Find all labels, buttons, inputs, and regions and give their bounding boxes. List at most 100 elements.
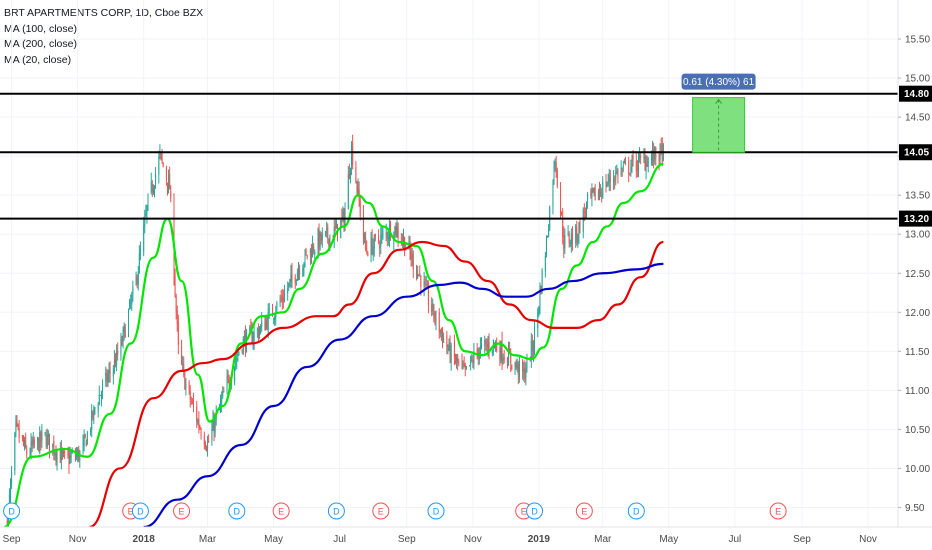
candle xyxy=(93,405,95,425)
candle xyxy=(131,291,133,312)
dividend-badge xyxy=(131,502,149,520)
candle xyxy=(17,423,19,431)
candle xyxy=(409,236,411,261)
price-tick-label: 13.00 xyxy=(905,230,930,241)
candle xyxy=(545,235,547,258)
candle xyxy=(106,368,108,388)
candle xyxy=(274,313,276,326)
time-tick-label: Nov xyxy=(859,534,877,545)
candle xyxy=(90,427,92,436)
candle xyxy=(122,326,124,349)
candle xyxy=(175,293,177,320)
candle xyxy=(582,207,584,239)
candle xyxy=(279,294,281,307)
candle xyxy=(351,141,353,176)
legend-ma100[interactable]: MA (100, close) xyxy=(4,22,77,35)
candle xyxy=(404,236,406,257)
candle xyxy=(16,415,18,427)
candle xyxy=(412,250,414,279)
candle xyxy=(79,449,81,468)
measure-arrow-head xyxy=(715,98,722,104)
price-tick-label: 12.50 xyxy=(905,269,930,280)
candle xyxy=(176,305,178,332)
candle xyxy=(655,146,657,166)
candle xyxy=(45,429,47,449)
candle xyxy=(294,274,296,290)
candle xyxy=(91,404,93,438)
candle xyxy=(443,332,445,343)
candle xyxy=(139,241,141,261)
candle xyxy=(310,244,312,264)
candle xyxy=(314,249,316,260)
candle xyxy=(636,160,638,178)
candle xyxy=(146,204,148,224)
candle xyxy=(305,247,307,256)
legend-ma200[interactable]: MA (200, close) xyxy=(4,38,77,50)
candle xyxy=(280,290,282,303)
dividend-badge xyxy=(627,502,645,520)
candle xyxy=(108,362,110,383)
candle xyxy=(639,147,641,163)
candle xyxy=(544,252,546,278)
price-tick-label: 15.50 xyxy=(905,35,930,46)
candle xyxy=(335,218,337,229)
candle xyxy=(295,278,297,286)
candle xyxy=(97,402,99,418)
candle xyxy=(593,187,595,197)
candle xyxy=(252,331,254,350)
dividend-badge xyxy=(427,502,445,520)
candle xyxy=(367,251,369,257)
legend-ma20[interactable]: MA (20, close) xyxy=(4,53,72,66)
candle xyxy=(38,437,40,452)
candle xyxy=(56,450,58,471)
candle xyxy=(109,361,111,383)
candle xyxy=(203,431,205,450)
candle xyxy=(560,182,562,220)
candle xyxy=(68,446,70,474)
price-tick-label: 11.00 xyxy=(905,386,930,397)
candle xyxy=(355,161,357,184)
candle xyxy=(116,344,118,372)
candle xyxy=(461,353,463,370)
candle xyxy=(52,443,54,456)
candle xyxy=(117,342,119,361)
candle xyxy=(275,305,277,326)
candle xyxy=(516,358,518,373)
candle xyxy=(70,450,72,464)
candle xyxy=(556,167,558,189)
candle xyxy=(609,169,611,192)
candle xyxy=(204,440,206,451)
candle xyxy=(608,168,610,192)
candle xyxy=(431,297,433,317)
candle xyxy=(562,207,564,245)
candle xyxy=(303,262,305,277)
candle xyxy=(395,222,397,238)
time-tick-label: 2019 xyxy=(528,534,551,545)
earnings-badge xyxy=(575,502,593,520)
candle xyxy=(59,442,61,463)
candle xyxy=(357,178,359,197)
candle xyxy=(464,362,466,377)
candle xyxy=(32,432,34,449)
event-badge-label: D xyxy=(137,507,144,517)
candle xyxy=(628,156,630,183)
candle xyxy=(30,433,32,460)
candle xyxy=(39,426,41,455)
candle xyxy=(21,434,23,442)
candle xyxy=(152,184,154,196)
candle xyxy=(223,386,225,393)
candle xyxy=(434,311,436,326)
event-badge-label: D xyxy=(531,507,538,517)
candle xyxy=(24,436,26,451)
candle xyxy=(221,391,223,413)
candle xyxy=(635,151,637,178)
candle xyxy=(659,143,661,166)
candle xyxy=(456,353,458,369)
dividend-badge xyxy=(3,502,21,520)
earnings-badge xyxy=(173,502,191,520)
candle xyxy=(129,298,131,310)
candle xyxy=(165,165,167,186)
candle xyxy=(291,262,293,288)
candle xyxy=(162,161,164,168)
